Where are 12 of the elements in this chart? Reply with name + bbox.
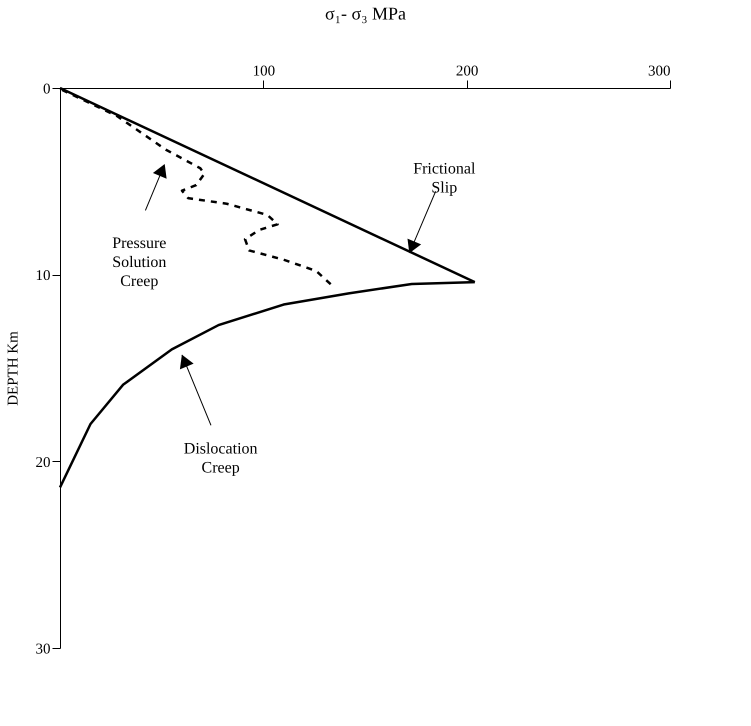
y-tick-label: 30 [36,642,50,658]
x-tick-label: 200 [456,64,478,80]
annotation: Dislocation Creep [184,440,258,476]
y-tick-label: 20 [36,454,50,471]
x-tick-label: 100 [252,64,276,80]
y-tick-label: 10 [36,268,50,284]
x-axis-title: σ₁- σ₃ MPa [325,4,406,24]
y-axis-title: DEPTH Km [6,330,22,406]
annotation: Pressure Solution Creep [112,234,166,290]
y-tick-label: 0 [43,82,50,98]
x-tick-label: 300 [648,64,670,80]
annotation: Frictional Slip [413,160,476,196]
